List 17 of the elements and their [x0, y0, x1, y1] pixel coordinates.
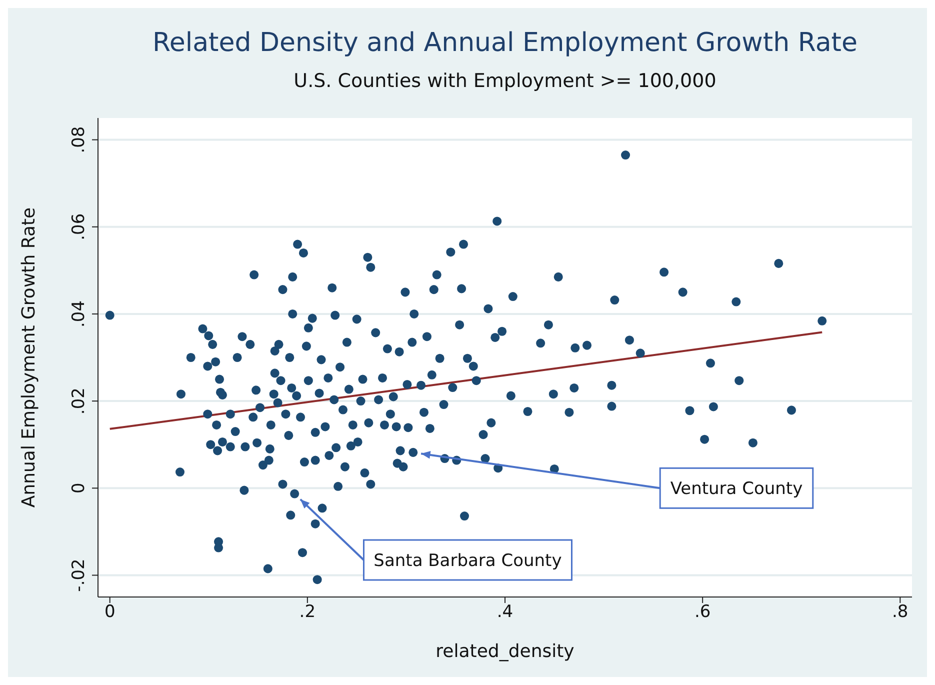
y-tick-label: .06	[69, 213, 89, 240]
chart-subtitle: U.S. Counties with Employment >= 100,000	[292, 70, 718, 92]
y-tick-label: -.02	[69, 558, 89, 592]
x-tick-label: .4	[496, 602, 514, 622]
y-tick-label: .04	[69, 300, 89, 328]
chart-title: Related Density and Annual Employment Growth Rate	[152, 28, 858, 58]
annotation: Santa Barbara County	[374, 550, 562, 571]
x-tick-label: .2	[299, 602, 316, 622]
x-tick-label: .6	[694, 602, 711, 622]
y-axis-title: Annual Employment Growth Rate	[18, 207, 40, 508]
y-tick-label: .08	[69, 126, 89, 154]
x-axis-title: related_density	[436, 641, 575, 662]
y-tick-label: 0	[69, 482, 89, 494]
y-tick-label: .02	[69, 388, 89, 415]
x-tick-label: 0	[104, 602, 116, 622]
annotation: Ventura County	[670, 479, 803, 500]
x-tick-label: .8	[892, 602, 908, 622]
